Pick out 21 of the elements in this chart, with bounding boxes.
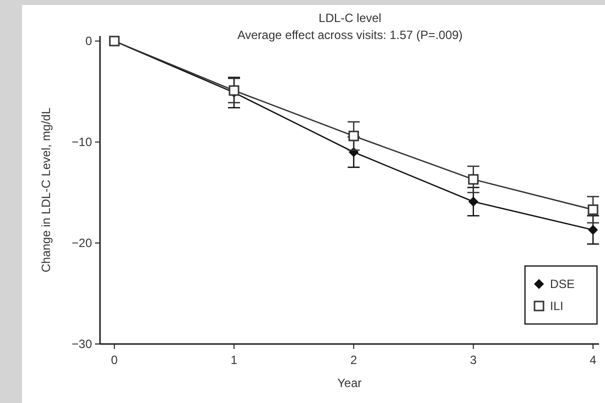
y-tick-label: 0 (85, 34, 92, 48)
x-tick-label: 0 (111, 353, 118, 367)
x-axis-title: Year (337, 376, 362, 390)
point (228, 85, 240, 96)
point (588, 224, 598, 235)
point (468, 196, 478, 207)
y-tick-label: −20 (72, 236, 92, 250)
y-tick-label: −10 (72, 135, 92, 150)
x-tick-label: 1 (230, 353, 238, 367)
x-tick-label: 3 (470, 353, 478, 367)
chart-subtitle: Average effect across visits: 1.57 (P=.009) (237, 28, 463, 42)
point (468, 174, 479, 185)
chart-title: LDL-C level (318, 11, 382, 25)
x-tick-label: 4 (590, 353, 597, 367)
point (348, 130, 359, 142)
legend-label: ILI (550, 299, 564, 313)
y-tick-label: −30 (72, 337, 92, 351)
x-tick-label: 2 (350, 353, 358, 367)
y-axis-title: Change in LDL-C Level, mg/dL (39, 107, 53, 272)
legend-label: DSE (550, 277, 575, 291)
point (588, 204, 598, 215)
